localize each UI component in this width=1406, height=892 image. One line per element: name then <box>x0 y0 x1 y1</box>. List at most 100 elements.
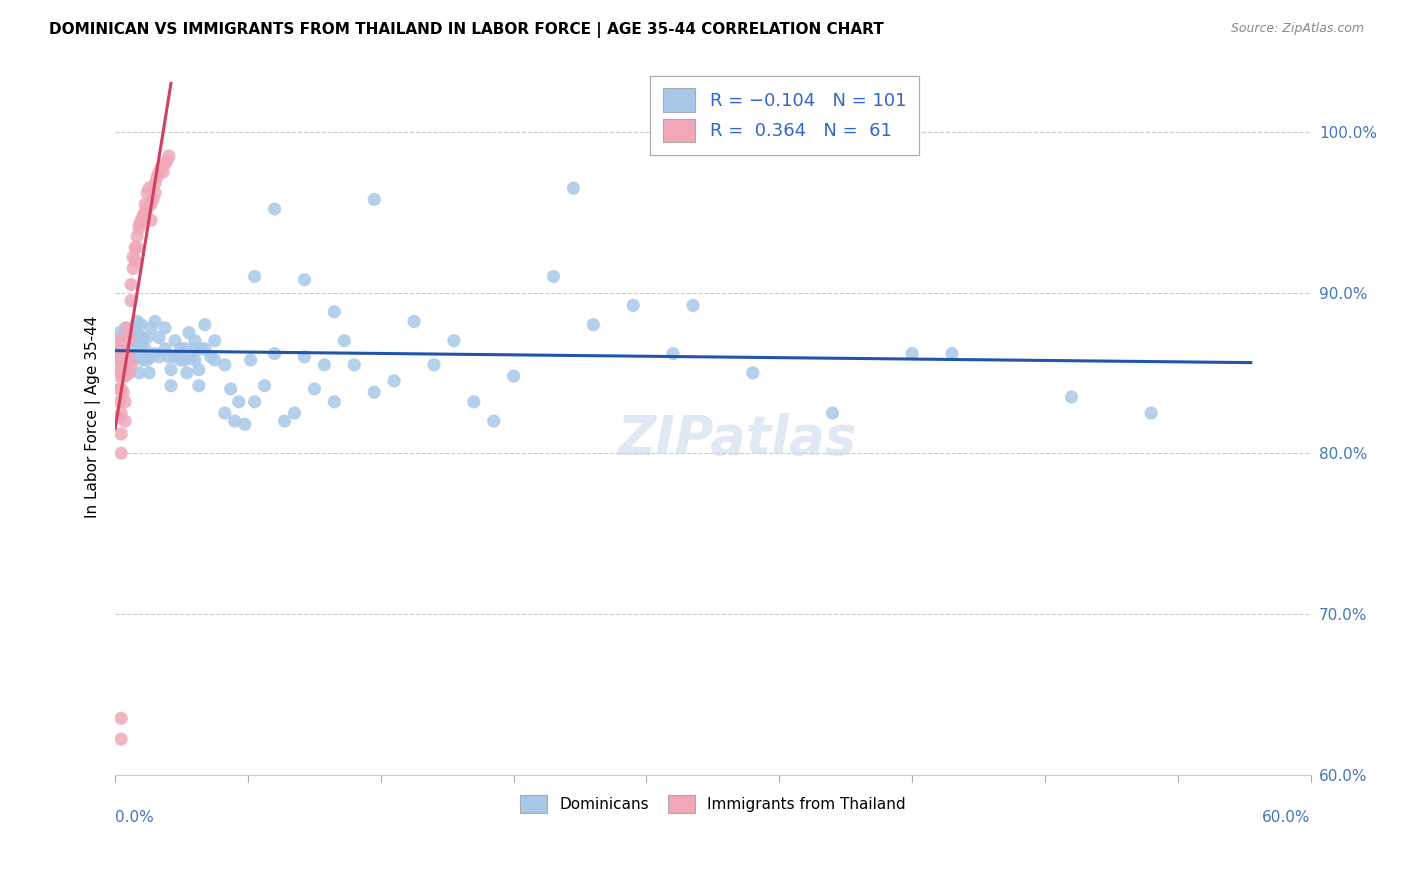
Point <box>294 273 316 287</box>
Point <box>187 378 209 392</box>
Point <box>112 353 135 368</box>
Point <box>941 346 963 360</box>
Point <box>112 342 135 356</box>
Point <box>187 362 209 376</box>
Point <box>200 350 222 364</box>
Point <box>114 330 136 344</box>
Point <box>214 358 236 372</box>
Point <box>114 321 136 335</box>
Point <box>127 241 149 255</box>
Point <box>219 382 242 396</box>
Point <box>163 334 186 348</box>
Point <box>901 346 924 360</box>
Point <box>139 213 162 227</box>
Point <box>682 298 704 312</box>
Y-axis label: In Labor Force | Age 35-44: In Labor Force | Age 35-44 <box>86 316 101 518</box>
Point <box>143 176 166 190</box>
Point <box>363 385 385 400</box>
Point <box>160 378 183 392</box>
Point <box>105 346 128 360</box>
Point <box>194 342 217 356</box>
Point <box>239 353 262 368</box>
Point <box>105 334 128 348</box>
Point <box>110 382 132 396</box>
Point <box>110 342 132 356</box>
Point <box>108 346 131 360</box>
Point <box>233 417 256 432</box>
Point <box>118 366 141 380</box>
Point <box>263 346 285 360</box>
Point <box>129 337 152 351</box>
Point <box>110 330 132 344</box>
Point <box>112 353 135 368</box>
Point <box>148 350 170 364</box>
Point <box>502 369 524 384</box>
Text: 0.0%: 0.0% <box>115 810 153 825</box>
Point <box>139 321 162 335</box>
Point <box>194 318 217 332</box>
Point <box>138 366 160 380</box>
Point <box>333 334 356 348</box>
Point <box>243 394 266 409</box>
Point <box>174 342 197 356</box>
Point <box>115 334 138 348</box>
Point <box>129 318 152 332</box>
Point <box>167 350 190 364</box>
Point <box>160 362 183 376</box>
Point <box>136 186 159 200</box>
Point <box>122 353 145 368</box>
Point <box>118 350 141 364</box>
Point <box>110 353 132 368</box>
Point <box>112 337 135 351</box>
Point <box>114 414 136 428</box>
Point <box>114 369 136 384</box>
Point <box>128 366 150 380</box>
Point <box>128 350 150 364</box>
Point <box>294 350 316 364</box>
Point <box>124 241 146 255</box>
Point <box>139 197 162 211</box>
Point <box>283 406 305 420</box>
Point <box>146 169 169 184</box>
Point <box>621 298 644 312</box>
Point <box>150 160 173 174</box>
Point <box>148 165 170 179</box>
Point <box>112 369 135 384</box>
Point <box>128 221 150 235</box>
Point <box>118 353 141 368</box>
Text: ZIPatlas: ZIPatlas <box>617 412 856 465</box>
Point <box>122 250 145 264</box>
Point <box>263 202 285 216</box>
Point <box>1060 390 1083 404</box>
Point <box>120 350 142 364</box>
Point <box>120 358 142 372</box>
Point <box>122 330 145 344</box>
Point <box>122 261 145 276</box>
Point <box>110 366 132 380</box>
Text: Source: ZipAtlas.com: Source: ZipAtlas.com <box>1230 22 1364 36</box>
Point <box>124 334 146 348</box>
Point <box>136 202 159 216</box>
Point <box>108 394 131 409</box>
Point <box>382 374 405 388</box>
Point <box>662 346 685 360</box>
Point <box>105 346 128 360</box>
Point <box>136 353 159 368</box>
Point <box>138 181 160 195</box>
Point <box>180 350 202 364</box>
Point <box>110 732 132 747</box>
Point <box>139 350 162 364</box>
Point <box>323 394 346 409</box>
Point <box>562 181 585 195</box>
Point <box>176 366 198 380</box>
Point <box>184 334 207 348</box>
Point <box>134 197 156 211</box>
Point <box>127 314 149 328</box>
Point <box>134 342 156 356</box>
Point <box>323 305 346 319</box>
Point <box>127 326 149 340</box>
Point <box>132 209 155 223</box>
Point <box>120 293 142 308</box>
Point <box>148 330 170 344</box>
Point <box>582 318 605 332</box>
